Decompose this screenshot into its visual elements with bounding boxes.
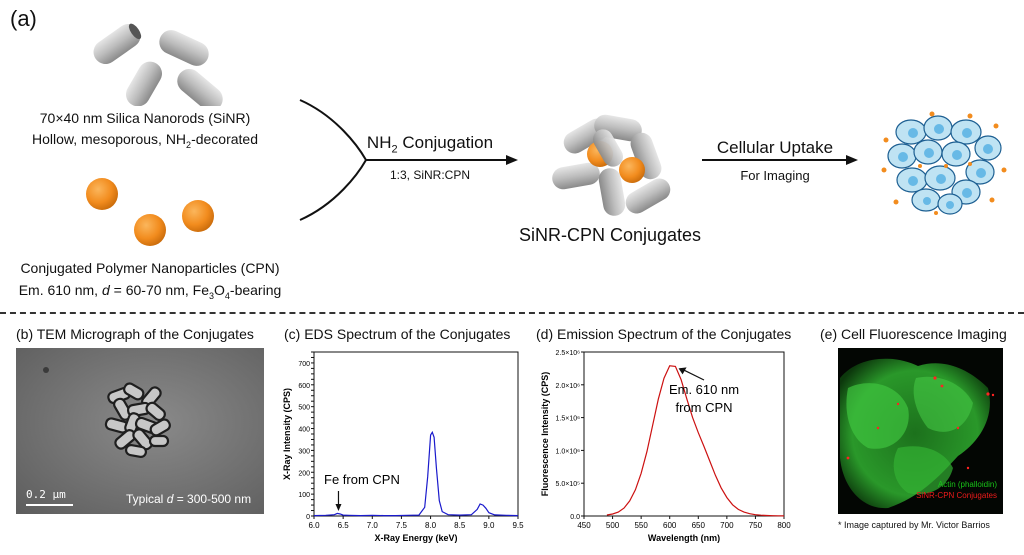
conjugation-ratio: 1:3, SiNR:CPN [389,168,471,182]
x-tick-label: 700 [720,521,734,530]
x-tick-label: 9.5 [512,521,524,530]
x-tick-label: 600 [663,521,677,530]
x-tick-label: 8.5 [454,521,466,530]
y-tick-label: 600 [298,383,310,390]
silica-nanorods-illustration [93,23,223,106]
eds-annotation: Fe from CPN [324,472,400,487]
y-tick-label: 700 [298,361,310,368]
panel-b-title: (b) TEM Micrograph of the Conjugates [16,326,254,342]
x-tick-label: 9.0 [483,521,495,530]
x-tick-label: 550 [634,521,648,530]
y-tick-label: 2.0×10⁶ [556,383,581,390]
fluorescence-cells [840,358,995,509]
series-line [313,430,519,517]
y-tick-label: 1.5×10⁶ [556,416,581,423]
uptake-arrow [702,155,858,165]
y-axis-label: X-Ray Intensity (CPS) [282,388,292,480]
series-line [606,365,785,517]
x-axis-label: Wavelength (nm) [648,533,720,543]
y-tick-label: 0 [306,514,310,521]
plot-frame [313,351,519,517]
sinr-label-line1: 70×40 nm Silica Nanorods (SiNR) [39,110,251,126]
cpn-label-line2: Em. 610 nm, d = 60-70 nm, Fe3O4-bearing [18,282,282,301]
fluorescence-legend-actin: Actin (phalloidin) [937,480,997,489]
merge-arrow [299,99,518,221]
x-tick-label: 8.0 [425,521,437,530]
cpn-sphere [134,214,166,246]
x-tick-label: 450 [577,521,591,530]
conjugate-cluster-illustration [552,114,671,216]
uptake-step-title: Cellular Uptake [716,138,834,157]
emission-annotation-line1: Em. 610 nm [669,382,739,397]
nanorod [625,178,671,214]
panel-d-title: (d) Emission Spectrum of the Conjugates [536,326,792,342]
nanorod [593,129,623,167]
y-tick-label: 0.0 [570,514,580,521]
nanorod [552,162,600,190]
y-tick-label: 100 [298,492,310,499]
tem-size-note: Typical d = 300-500 nm [126,492,252,506]
x-tick-label: 750 [749,521,763,530]
emission-chart: 450 500 550 600 650 700 750 800 0.0 5.0×10⁵ 1.0×10… [540,350,791,543]
plot-frame [583,351,785,517]
panel-label-a: (a) [10,6,37,31]
cpn-sphere [619,157,645,183]
product-label: SiNR-CPN Conjugates [518,225,702,245]
fluorescence-legend-conjugates: SiNR-CPN Conjugates [916,491,997,500]
x-tick-label: 6.5 [338,521,350,530]
panel-c-title: (c) EDS Spectrum of the Conjugates [284,326,511,342]
x-tick-label: 650 [692,521,706,530]
conjugation-step-title: NH2 Conjugation [366,133,494,156]
sinr-label-line2: Hollow, mesoporous, NH2-decorated [31,131,258,150]
y-tick-label: 200 [298,470,310,477]
y-tick-label: 1.0×10⁶ [556,448,581,455]
x-tick-label: 6.0 [308,521,320,530]
y-tick-label: 5.0×10⁵ [555,481,580,488]
cpn-label-line1: Conjugated Polymer Nanoparticles (CPN) [20,260,280,276]
fluorescence-image: Actin (phalloidin) SiNR-CPN Conjugates [838,348,1003,514]
tem-scale-bar-label: 0.2 μm [26,488,66,501]
emission-annotation-line2: from CPN [675,400,732,415]
cpn-illustration [86,178,214,246]
nanorod [126,61,162,106]
panel-e-title: (e) Cell Fluorescence Imaging [820,326,1007,342]
y-tick-label: 300 [298,448,310,455]
nanorod [177,69,223,106]
y-tick-label: 400 [298,427,310,434]
nanorod [598,168,626,216]
emission-annotation-arrowhead [678,367,687,375]
nanorod [93,23,142,65]
cell-cluster-illustration [881,111,1007,215]
x-tick-label: 7.0 [367,521,379,530]
x-tick-label: 500 [606,521,620,530]
y-tick-label: 500 [298,405,310,412]
x-tick-label: 7.5 [396,521,408,530]
y-tick-label: 2.5×10⁶ [556,350,581,357]
nanorod [630,132,662,180]
tem-particles [26,367,171,506]
y-axis-label: Fluorescence Intensity (CPS) [540,372,550,497]
cpn-sphere [86,178,118,210]
section-divider [0,312,1024,314]
eds-annotation-arrowhead [335,504,342,511]
x-tick-label: 800 [777,521,791,530]
nanorod [159,30,209,66]
uptake-step-subtitle: For Imaging [740,168,810,183]
image-credit: * Image captured by Mr. Victor Barrios [838,520,990,530]
eds-chart: 6.0 6.5 7.0 7.5 8.0 8.5 9.0 9.5 0 100 200 300 400 500… [282,351,524,543]
cpn-sphere [182,200,214,232]
x-axis-label: X-Ray Energy (keV) [374,533,457,543]
tem-micrograph: 0.2 μm Typical d = 300-500 nm [16,348,264,514]
